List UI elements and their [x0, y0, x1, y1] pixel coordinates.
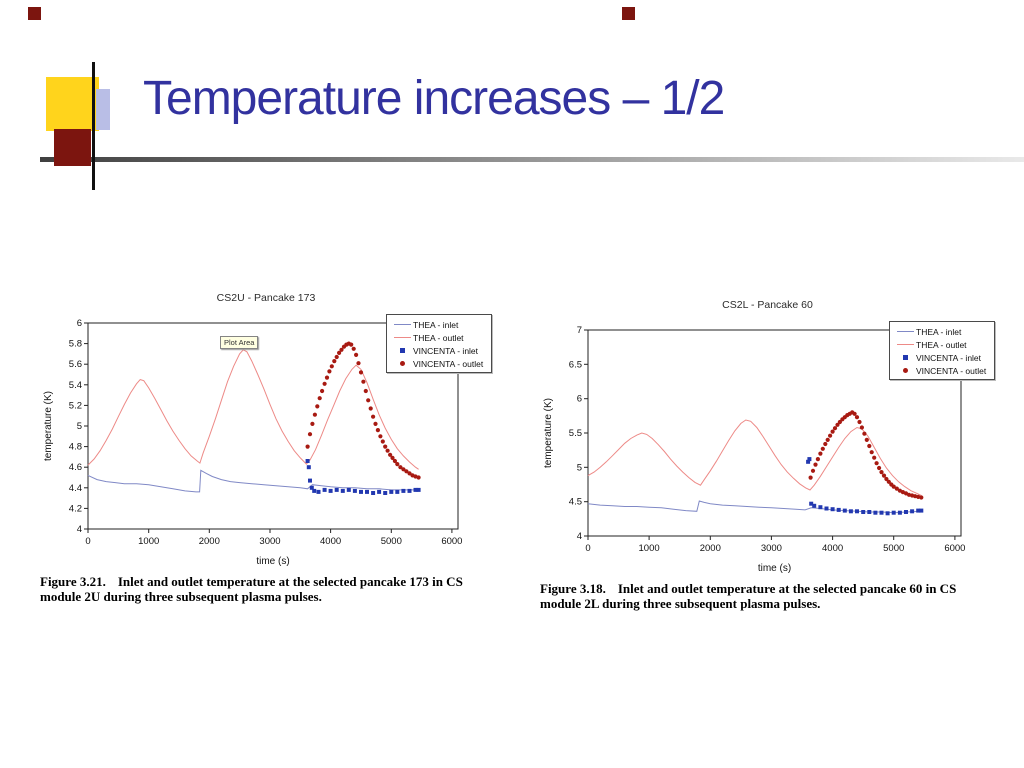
chart-legend-right: THEA - inlet THEA - outlet VINCENTA - inle…	[889, 321, 995, 380]
svg-text:6: 6	[577, 394, 582, 405]
series-vincenta-outlet	[305, 341, 421, 480]
legend-item: VINCENTA - inlet	[894, 352, 990, 363]
legend-label: THEA - outlet	[916, 339, 967, 350]
svg-text:5.5: 5.5	[569, 428, 582, 439]
axis-labels: time (s) temperature (K)	[43, 391, 290, 567]
svg-text:time (s): time (s)	[758, 563, 791, 574]
legend-label: VINCENTA - inlet	[916, 352, 982, 363]
legend-label: THEA - inlet	[916, 326, 962, 337]
slide-title: Temperature increases – 1/2	[143, 72, 725, 125]
svg-text:4000: 4000	[320, 536, 341, 547]
svg-text:3000: 3000	[761, 543, 782, 554]
svg-text:1000: 1000	[138, 536, 159, 547]
legend-label: VINCENTA - outlet	[413, 358, 484, 369]
svg-text:5000: 5000	[381, 536, 402, 547]
svg-text:6.5: 6.5	[569, 359, 582, 370]
svg-text:5000: 5000	[883, 543, 904, 554]
deco-lavender-square	[96, 89, 110, 130]
figure-caption-left: Figure 3.21. Inlet and outlet temperature…	[40, 574, 490, 605]
chart-title-left: CS2U - Pancake 173	[216, 292, 316, 304]
deco-square-top-left	[28, 7, 41, 20]
x-axis-ticks: 0 1000 2000 3000 4000 5000 6000	[585, 536, 965, 554]
svg-text:4: 4	[77, 524, 82, 535]
deco-vertical-line	[92, 62, 95, 190]
legend-dot-marker	[894, 368, 916, 373]
figure-caption-text: Inlet and outlet temperature at the sele…	[40, 574, 463, 605]
figure-caption-right: Figure 3.18. Inlet and outlet temperature…	[540, 581, 990, 612]
plot-area-tooltip: Plot Area	[220, 336, 259, 349]
svg-text:4.4: 4.4	[69, 483, 82, 494]
svg-text:5: 5	[77, 421, 82, 432]
legend-item: VINCENTA - outlet	[894, 365, 990, 376]
y-axis-ticks: 4 4.2 4.4 4.6 4.8 5 5.2 5.4 5.6 5.8 6	[69, 318, 88, 535]
legend-label: THEA - inlet	[413, 319, 459, 330]
svg-text:4.5: 4.5	[569, 497, 582, 508]
chart-legend-left: THEA - inlet THEA - outlet VINCENTA - inle…	[386, 314, 492, 373]
svg-text:time (s): time (s)	[256, 556, 289, 567]
svg-text:0: 0	[585, 543, 590, 554]
y-axis-ticks: 4 4.5 5 5.5 6 6.5 7	[569, 325, 588, 542]
svg-text:5: 5	[577, 462, 582, 473]
svg-text:6000: 6000	[441, 536, 462, 547]
chart-area-left: 4 4.2 4.4 4.6 4.8 5 5.2 5.4 5.6 5.8 6 0 1000 2000 3000…	[40, 312, 492, 568]
title-divider-rule	[40, 157, 1024, 162]
svg-text:4000: 4000	[822, 543, 843, 554]
legend-square-marker	[391, 348, 413, 353]
legend-line-marker	[391, 337, 413, 338]
legend-label: VINCENTA - inlet	[413, 345, 479, 356]
figure-right: CS2L - Pancake 60 4 4.5 5 5.5 6 6.5 7 0 1000 2000…	[540, 299, 995, 612]
svg-text:5.6: 5.6	[69, 359, 82, 370]
legend-item: VINCENTA - inlet	[391, 345, 487, 356]
chart-svg-right: 4 4.5 5 5.5 6 6.5 7 0 1000 2000 3000 4000 5000 6000 ti…	[543, 325, 965, 574]
svg-text:2000: 2000	[199, 536, 220, 547]
svg-text:2000: 2000	[700, 543, 721, 554]
legend-label: VINCENTA - outlet	[916, 365, 987, 376]
legend-item: THEA - inlet	[391, 319, 487, 330]
figure-left: CS2U - Pancake 173 4 4.2 4.4 4.6 4.8 5 5.2 5.4 5…	[40, 292, 492, 605]
legend-dot-marker	[391, 361, 413, 366]
series-thea-inlet	[87, 469, 419, 493]
svg-text:4.8: 4.8	[69, 442, 82, 453]
legend-item: THEA - outlet	[894, 339, 990, 350]
legend-item: THEA - inlet	[894, 326, 990, 337]
svg-text:0: 0	[85, 536, 90, 547]
svg-text:temperature (K): temperature (K)	[543, 398, 554, 468]
svg-text:5.2: 5.2	[69, 400, 82, 411]
series-vincenta-inlet	[305, 459, 421, 495]
deco-maroon-square	[54, 129, 91, 166]
svg-text:6: 6	[77, 318, 82, 329]
legend-line-marker	[894, 344, 916, 345]
svg-text:5.8: 5.8	[69, 339, 82, 350]
legend-line-marker	[391, 324, 413, 325]
legend-line-marker	[894, 331, 916, 332]
svg-text:7: 7	[577, 325, 582, 336]
figure-caption-label: Figure 3.18.	[540, 581, 606, 596]
svg-text:4.2: 4.2	[69, 503, 82, 514]
legend-item: THEA - outlet	[391, 332, 487, 343]
svg-text:1000: 1000	[639, 543, 660, 554]
figure-caption-label: Figure 3.21.	[40, 574, 106, 589]
legend-item: VINCENTA - outlet	[391, 358, 487, 369]
series-vincenta-inlet	[806, 457, 924, 516]
svg-text:6000: 6000	[944, 543, 965, 554]
figure-caption-text: Inlet and outlet temperature at the sele…	[540, 581, 957, 612]
svg-text:3000: 3000	[259, 536, 280, 547]
deco-square-top-center	[622, 7, 635, 20]
legend-label: THEA - outlet	[413, 332, 464, 343]
svg-text:5.4: 5.4	[69, 380, 82, 391]
chart-area-right: 4 4.5 5 5.5 6 6.5 7 0 1000 2000 3000 4000 5000 6000 ti…	[540, 319, 995, 575]
svg-text:4.6: 4.6	[69, 462, 82, 473]
x-axis-ticks: 0 1000 2000 3000 4000 5000 6000	[85, 529, 462, 547]
deco-yellow-square	[46, 77, 99, 131]
chart-title-right: CS2L - Pancake 60	[722, 299, 813, 311]
series-vincenta-outlet	[808, 410, 924, 500]
legend-square-marker	[894, 355, 916, 360]
svg-text:4: 4	[577, 531, 582, 542]
svg-text:temperature (K): temperature (K)	[43, 391, 54, 461]
axis-labels: time (s) temperature (K)	[543, 398, 791, 574]
